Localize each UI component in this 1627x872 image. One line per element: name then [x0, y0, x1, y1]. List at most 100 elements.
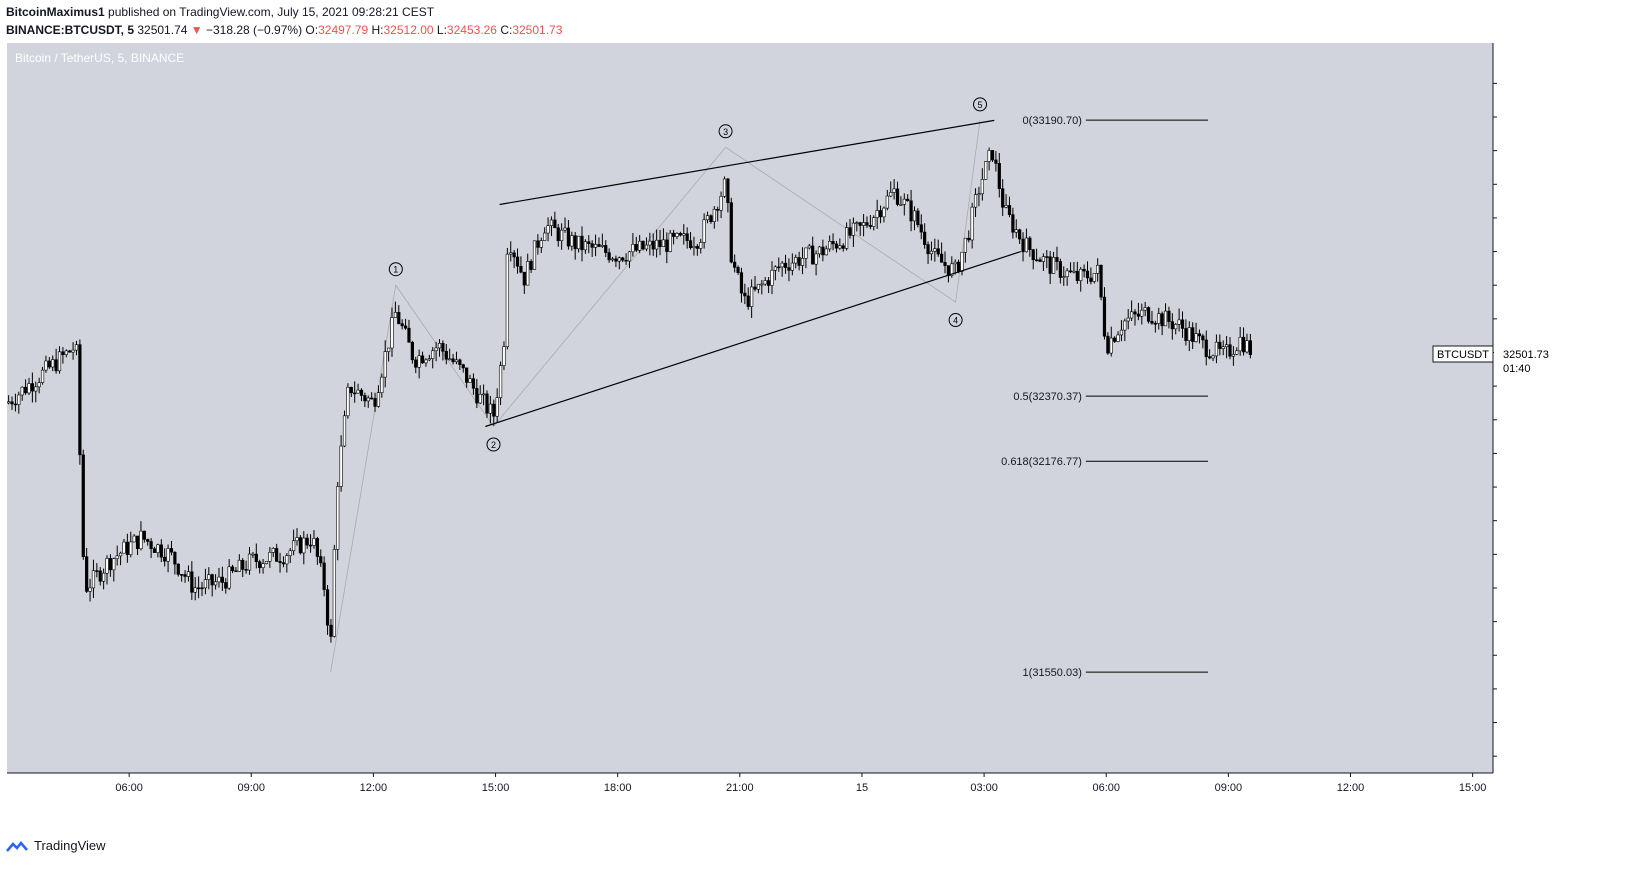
candle-body [7, 401, 11, 404]
candle-body [845, 227, 849, 249]
candle-body [573, 235, 577, 250]
candle-body [885, 195, 889, 209]
candle-body [838, 245, 842, 249]
candle-body [217, 576, 221, 583]
candle-body [977, 193, 981, 196]
candle-body [641, 240, 645, 250]
plot-area[interactable] [7, 43, 1493, 773]
candle-body [448, 358, 452, 361]
candle-body [241, 559, 245, 570]
candle-body [1191, 327, 1195, 342]
tradingview-logo-icon [6, 840, 28, 852]
candle-body [753, 286, 757, 290]
candle-body [1197, 333, 1202, 337]
candle-body [1079, 268, 1083, 281]
candle-body [872, 217, 876, 227]
candle-body [390, 317, 394, 349]
candle-body [166, 548, 170, 562]
candle-body [1048, 256, 1052, 274]
candle-body [370, 397, 374, 400]
candle-body [634, 243, 638, 251]
candle-body [644, 244, 649, 250]
candle-body [590, 243, 594, 248]
candle-body [213, 581, 218, 586]
time-axis[interactable]: 06:00 09:00 12:00 15:00 18:00 21:00 15 03:00 06:… [115, 773, 1486, 794]
candle-body [152, 548, 157, 553]
candle-body [346, 386, 350, 417]
candle-body [488, 403, 492, 414]
candle-body [173, 551, 177, 565]
candle-body [102, 572, 106, 582]
high-label: H: [371, 23, 384, 37]
candle-body [461, 364, 465, 369]
price-tag [1494, 344, 1558, 376]
candle-body [916, 210, 920, 225]
candle-body [176, 563, 180, 575]
candle-body [851, 222, 856, 236]
candle-body [312, 538, 316, 546]
candle-body [1119, 329, 1124, 336]
wave-label-circle [718, 124, 733, 139]
candle-body [912, 210, 917, 222]
fib-levels: 0(33190.70) 0.5(32370.37) 0.618(32176.77) 1… [1001, 115, 1209, 679]
candle-body [1018, 229, 1022, 240]
candle-body [1089, 277, 1093, 282]
author-name[interactable]: BitcoinMaximus1 [6, 5, 105, 19]
candle-body [1099, 264, 1103, 298]
candle-body [156, 544, 160, 553]
price-axis[interactable]: 33300.00 33200.00 33100.00 33000.00 32900.00… [1493, 78, 1549, 763]
candle-body [539, 240, 543, 248]
candle-body [1113, 337, 1117, 342]
candle-body [848, 227, 852, 236]
x-tick-label: 06:00 [1092, 782, 1120, 794]
candle-body [726, 178, 730, 204]
candle-body [220, 576, 224, 583]
y-tick-label: 32700.00 [1503, 280, 1549, 292]
candle-body [994, 159, 998, 164]
x-tick-label: 06:00 [115, 782, 143, 794]
wave-label-circle [973, 97, 988, 112]
candle-body [1245, 340, 1249, 353]
wave-label-number: 3 [723, 127, 728, 137]
candle-body [342, 415, 347, 447]
candle-body [1167, 310, 1171, 322]
candle-body [1058, 261, 1062, 278]
candle-body [780, 262, 784, 268]
candle-body [1045, 256, 1049, 258]
candle-body [814, 253, 818, 265]
candle-body [471, 378, 476, 389]
candle-body [807, 245, 811, 249]
candle-body [627, 251, 632, 262]
candle-body [790, 262, 794, 271]
candle-body [197, 587, 201, 590]
candle-body [322, 562, 326, 590]
footer-brand[interactable]: TradingView [6, 838, 106, 853]
candle-body [1187, 327, 1191, 341]
candle-body [760, 283, 764, 286]
candle-body [349, 386, 353, 394]
candle-body [963, 237, 967, 253]
candle-body [1085, 270, 1090, 279]
candle-body [115, 555, 119, 559]
candle-body [400, 323, 404, 327]
candle-body [414, 359, 418, 368]
candle-body [1225, 344, 1229, 348]
candle-body [13, 403, 18, 406]
candle-body [736, 267, 740, 273]
candle-body [739, 272, 744, 294]
candle-body [139, 530, 143, 550]
wave-label-circle [948, 313, 963, 328]
candle-body [702, 219, 706, 243]
candle-body [777, 266, 781, 269]
candle-body [875, 210, 879, 218]
candle-body [940, 253, 944, 263]
y-tick-label: 32900.00 [1503, 213, 1549, 225]
candle-body [1150, 321, 1154, 324]
candle-body [824, 248, 828, 256]
candle-body [563, 227, 567, 231]
candle-body [23, 386, 28, 394]
candle-body [454, 359, 459, 363]
candle-body [159, 544, 163, 558]
